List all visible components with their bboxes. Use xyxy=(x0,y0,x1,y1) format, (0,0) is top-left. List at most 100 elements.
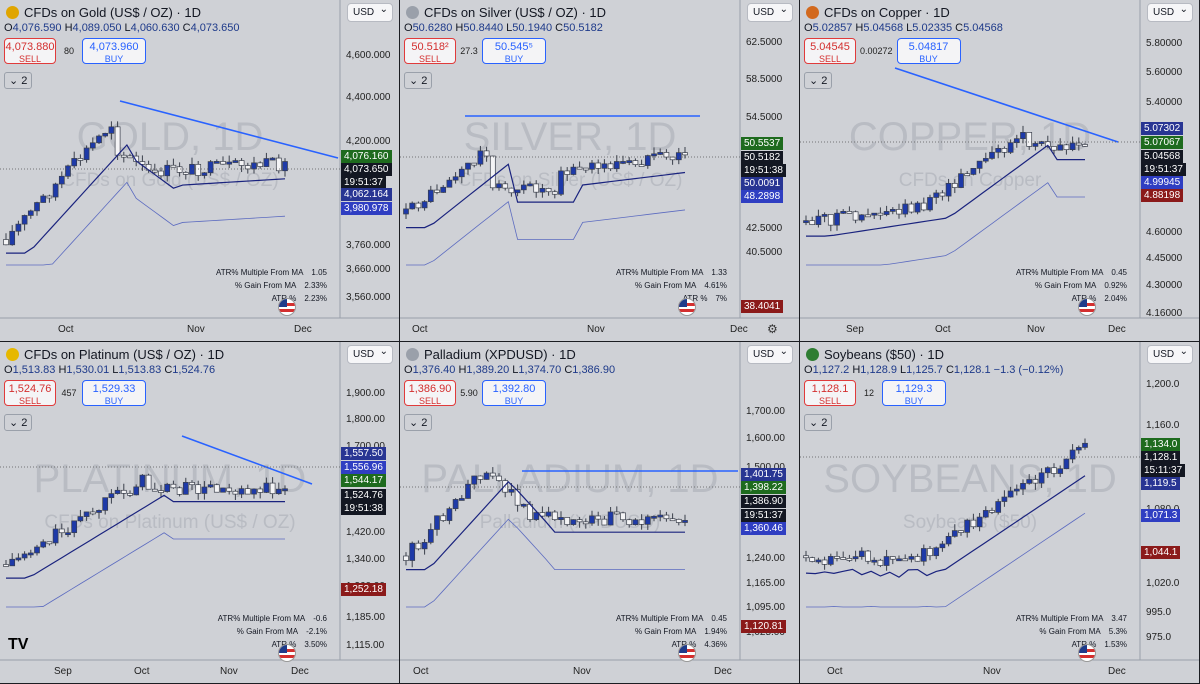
sell-button[interactable]: 1,128.1 SELL xyxy=(804,380,856,406)
price-axis-tick: 3,560.000 xyxy=(346,292,391,303)
price-label: 50.0091 xyxy=(741,177,784,190)
symbol-title[interactable]: Palladium (XPDUSD) · 1D xyxy=(424,347,576,362)
symbol-header[interactable]: CFDs on Silver (US$ / OZ) · 1D xyxy=(406,5,606,20)
candle-body xyxy=(896,558,902,562)
indicators-collapse-toggle[interactable]: ⌄ 2 xyxy=(404,72,433,89)
trend-line[interactable] xyxy=(181,435,313,485)
stat-row: ATR% Multiple From MA 0.45 xyxy=(605,612,727,625)
price-label: 4.88198 xyxy=(1141,189,1184,202)
symbol-header[interactable]: Soybeans ($50) · 1D xyxy=(806,347,944,362)
candle-body xyxy=(21,553,28,559)
price-chart[interactable]: GOLD, 1D CFDs on Gold (US$ / OZ) 4,600.000… xyxy=(0,0,400,342)
chevron-down-icon: ⌄ xyxy=(409,417,419,429)
buy-button[interactable]: 1,529.33 BUY xyxy=(82,380,146,406)
symbol-header[interactable]: CFDs on Platinum (US$ / OZ) · 1D xyxy=(6,347,224,362)
candle-body xyxy=(638,519,645,525)
indicators-collapse-toggle[interactable]: ⌄ 2 xyxy=(804,414,833,431)
candle-body xyxy=(1057,144,1064,151)
trend-line[interactable] xyxy=(119,100,339,159)
currency-select[interactable]: USD xyxy=(347,3,393,22)
candle-body xyxy=(1075,142,1082,146)
buy-button[interactable]: 1,129.3 BUY xyxy=(882,380,946,406)
tradingview-logo-icon[interactable]: TV xyxy=(8,636,29,653)
sell-button[interactable]: 4,073.880 SELL xyxy=(4,38,56,64)
indicators-collapse-toggle[interactable]: ⌄ 2 xyxy=(804,72,833,89)
buy-button[interactable]: 50.545⁵ BUY xyxy=(482,38,546,64)
stat-label: ATR% Multiple From MA xyxy=(216,268,304,277)
currency-select[interactable]: USD xyxy=(1147,345,1193,364)
time-axis-tick: Dec xyxy=(294,324,312,335)
chart-panel-soybeans[interactable]: SOYBEANS, 1D Soybeans ($50) 1,200.0 1,160.0… xyxy=(800,342,1200,684)
currency-select[interactable]: USD xyxy=(347,345,393,364)
price-chart[interactable]: PLATINUM, 1D CFDs on Platinum (US$ / OZ) 1… xyxy=(0,342,400,684)
stat-row: ATR% Multiple From MA 1.05 xyxy=(205,266,327,279)
sell-button[interactable]: 1,524.76 SELL xyxy=(4,380,56,406)
price-axis-tick: 62.5000 xyxy=(746,37,783,48)
currency-select[interactable]: USD xyxy=(1147,3,1193,22)
sell-button[interactable]: 50.518² SELL xyxy=(404,38,456,64)
indicator-count: 2 xyxy=(821,417,828,429)
price-label: 1,119.5 xyxy=(1141,477,1180,490)
stat-value: 7% xyxy=(715,294,727,303)
stat-value: 1.53% xyxy=(1104,640,1127,649)
sell-price: 50.518² xyxy=(411,41,449,53)
candle-body xyxy=(244,165,251,170)
chart-panel-platinum[interactable]: PLATINUM, 1D CFDs on Platinum (US$ / OZ) 1… xyxy=(0,342,400,684)
candle-body xyxy=(263,482,270,493)
candle-body xyxy=(514,189,521,194)
symbol-header[interactable]: CFDs on Copper · 1D xyxy=(806,5,950,20)
symbol-title[interactable]: CFDs on Gold (US$ / OZ) · 1D xyxy=(24,5,201,20)
stat-value: -0.6 xyxy=(313,614,327,623)
currency-select[interactable]: USD xyxy=(747,3,793,22)
settings-gear-icon[interactable]: ⚙ xyxy=(767,322,778,336)
price-chart[interactable]: COPPER, 1D CFDs on Copper 5.80000 5.60000 5.… xyxy=(800,0,1200,342)
buy-button[interactable]: 4,073.960 BUY xyxy=(82,38,146,64)
candle-body xyxy=(1001,496,1008,502)
atr-stats-table: ATR% Multiple From MA 1.33 % Gain From MA 4… xyxy=(605,266,727,305)
candle-body xyxy=(663,514,670,520)
price-label: 5.07302 xyxy=(1141,122,1184,135)
buy-button[interactable]: 5.04817 BUY xyxy=(896,38,961,64)
stat-label: % Gain From MA xyxy=(234,281,297,290)
candle-body xyxy=(89,511,96,515)
symbol-header[interactable]: CFDs on Gold (US$ / OZ) · 1D xyxy=(6,5,201,20)
trend-line[interactable] xyxy=(894,67,1119,143)
indicators-collapse-toggle[interactable]: ⌄ 2 xyxy=(4,72,33,89)
ohlc-o: 1,127.2 xyxy=(812,364,850,376)
indicator-count: 2 xyxy=(21,417,28,429)
candle-body xyxy=(564,517,571,525)
candle-body xyxy=(226,161,233,165)
currency-select[interactable]: USD xyxy=(747,345,793,364)
candle-body xyxy=(539,188,546,193)
candle-body xyxy=(164,164,171,177)
candle-body xyxy=(632,519,639,526)
symbol-title[interactable]: CFDs on Platinum (US$ / OZ) · 1D xyxy=(24,347,225,362)
chart-panel-palladium[interactable]: PALLADIUM, 1D Palladium (XPDUSD) 1,700.00 1… xyxy=(400,342,800,684)
indicators-collapse-toggle[interactable]: ⌄ 2 xyxy=(4,414,33,431)
symbol-header[interactable]: Palladium (XPDUSD) · 1D xyxy=(406,347,576,362)
candle-body xyxy=(1001,148,1008,153)
symbol-title[interactable]: Soybeans ($50) · 1D xyxy=(824,347,944,362)
candle-body xyxy=(257,488,264,493)
price-label: 19:51:38 xyxy=(741,164,786,177)
buy-button[interactable]: 1,392.80 BUY xyxy=(482,380,546,406)
candle-body xyxy=(821,559,828,565)
buy-label: BUY xyxy=(104,54,124,64)
candle-body xyxy=(9,558,16,567)
indicators-collapse-toggle[interactable]: ⌄ 2 xyxy=(404,414,433,431)
time-axis-tick: Nov xyxy=(573,666,591,677)
chart-panel-silver[interactable]: SILVER, 1D CFDs on Silver (US$ / OZ) 62.50… xyxy=(400,0,800,342)
sell-button[interactable]: 1,386.90 SELL xyxy=(404,380,456,406)
chart-panel-gold[interactable]: GOLD, 1D CFDs on Gold (US$ / OZ) 4,600.000… xyxy=(0,0,400,342)
chart-panel-copper[interactable]: COPPER, 1D CFDs on Copper 5.80000 5.60000 5.… xyxy=(800,0,1200,342)
stat-label: ATR% Multiple From MA xyxy=(1016,268,1104,277)
price-label: 1,134.0 xyxy=(1141,438,1181,451)
candle-body xyxy=(65,165,71,177)
sell-button[interactable]: 5.04545 SELL xyxy=(804,38,856,64)
symbol-title[interactable]: CFDs on Copper · 1D xyxy=(824,5,950,20)
candle-body xyxy=(27,210,34,216)
symbol-title[interactable]: CFDs on Silver (US$ / OZ) · 1D xyxy=(424,5,607,20)
